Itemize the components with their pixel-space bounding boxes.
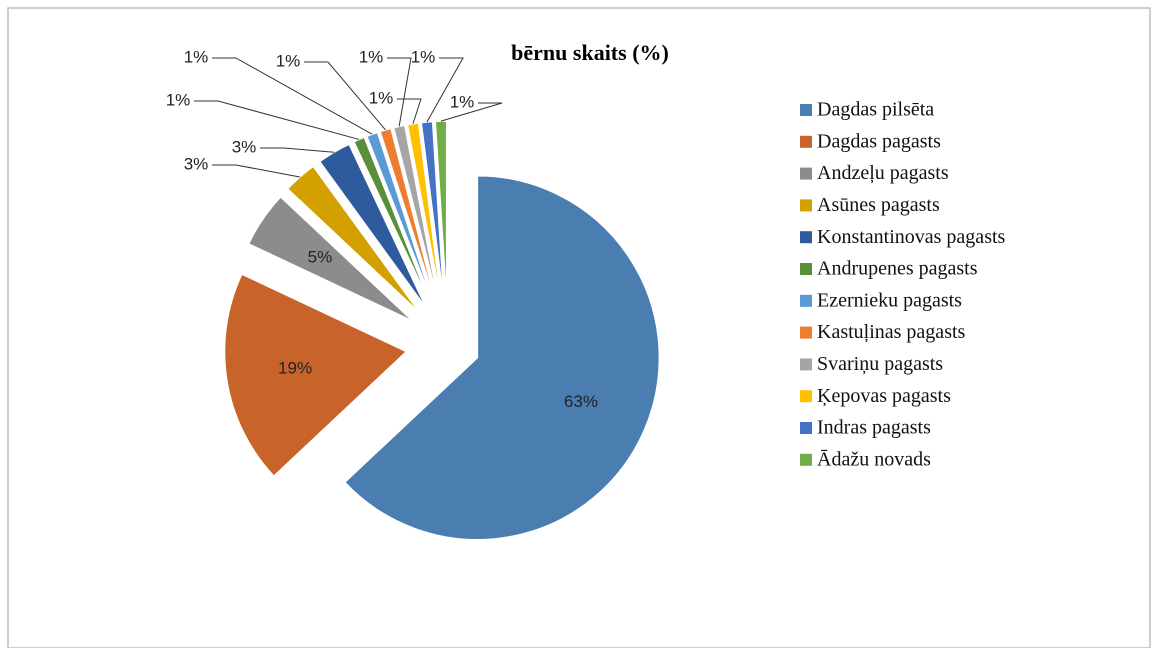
- data-label: 19%: [278, 359, 312, 378]
- pie-slice: [247, 195, 414, 323]
- legend-swatch: [800, 167, 812, 180]
- data-label: 1%: [450, 92, 475, 111]
- pie-slice: [343, 174, 661, 541]
- legend-label: Konstantinovas pagasts: [817, 226, 1006, 248]
- pie-slice: [365, 131, 435, 306]
- legend-swatch: [800, 135, 812, 148]
- pie-slice: [379, 127, 438, 305]
- leader-line: [212, 57, 373, 135]
- data-label: 63%: [564, 392, 598, 411]
- legend-swatch: [800, 263, 812, 275]
- data-label: 1%: [166, 90, 191, 109]
- chart-title: bērnu skaits (%): [511, 40, 669, 65]
- legend-swatch: [800, 390, 812, 403]
- legend-swatch: [800, 453, 812, 466]
- legend-label: Kastuļinas pagasts: [817, 321, 966, 343]
- legend-swatch: [800, 231, 812, 244]
- leader-line: [426, 57, 464, 123]
- data-label: 1%: [411, 47, 436, 66]
- data-label: 5%: [308, 247, 333, 266]
- legend-label: Svariņu pagasts: [817, 353, 943, 375]
- data-label: 1%: [276, 51, 301, 70]
- legend-swatch: [800, 104, 812, 116]
- leader-line: [212, 164, 300, 178]
- pie-slice: [223, 273, 408, 478]
- legend-label: Dagdas pagasts: [817, 130, 941, 152]
- legend-swatch: [800, 422, 812, 434]
- legend-label: Ķepovas pagasts: [817, 385, 951, 407]
- leader-line: [397, 98, 422, 124]
- legend-swatch: [800, 326, 812, 339]
- legend-swatch: [800, 294, 812, 307]
- leader-line: [387, 57, 412, 127]
- legend-label: Andrupenes pagasts: [817, 258, 978, 280]
- leader-line: [194, 100, 360, 140]
- data-label: 1%: [184, 47, 209, 66]
- pie-slice: [406, 122, 443, 304]
- legend-label: Indras pagasts: [817, 417, 931, 439]
- data-label: 3%: [232, 137, 257, 156]
- legend-label: Andzeļu pagasts: [817, 162, 949, 184]
- legend-label: Dagdas pilsēta: [817, 99, 934, 121]
- legend-label: Ādažu novads: [817, 448, 931, 470]
- data-label: 3%: [184, 154, 209, 173]
- legend-label: Ezernieku pagasts: [817, 289, 962, 311]
- legend-swatch: [800, 199, 812, 212]
- pie-slice: [286, 165, 421, 315]
- legend-label: Asūnes pagasts: [817, 194, 940, 216]
- pie-slice: [420, 120, 445, 304]
- leader-line: [440, 102, 503, 122]
- legend-swatch: [800, 358, 812, 371]
- data-label: 1%: [359, 47, 384, 66]
- leader-line: [260, 147, 335, 153]
- data-label: 1%: [369, 88, 394, 107]
- leader-line: [304, 61, 386, 131]
